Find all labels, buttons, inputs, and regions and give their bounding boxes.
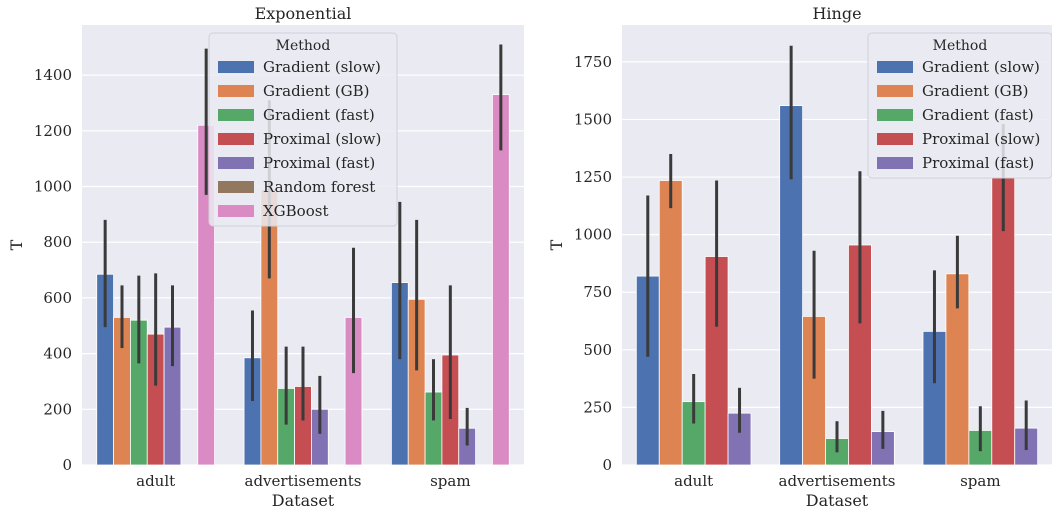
legend-title: Method — [276, 38, 331, 54]
legend-title: Method — [933, 38, 988, 54]
x-tick-label: adult — [674, 472, 713, 490]
legend-label: Gradient (fast) — [263, 106, 375, 124]
x-tick-label: spam — [960, 472, 1000, 490]
legend-swatch — [877, 157, 913, 169]
y-tick-label: 0 — [62, 456, 72, 474]
legend-swatch — [218, 157, 254, 169]
y-tick-label: 1000 — [34, 178, 72, 196]
exponential-panel: 0 200 400 600 800 1000 1200 1400 adult advertisem… — [7, 4, 524, 510]
y-tick-label: 600 — [43, 289, 72, 307]
y-tick-label: 750 — [583, 283, 612, 301]
legend-label: Gradient (slow) — [922, 58, 1040, 76]
legend-label: Proximal (slow) — [263, 130, 381, 148]
legend-label: Random forest — [263, 178, 375, 196]
x-axis-label: Dataset — [806, 491, 869, 510]
legend-box — [208, 32, 398, 227]
y-tick-label: 500 — [583, 341, 612, 359]
legend-label: Proximal (fast) — [263, 154, 375, 172]
legend-label: Gradient (fast) — [922, 106, 1034, 124]
legend: Method Gradient (slow) Gradient (GB) Gradie… — [867, 32, 1052, 179]
x-tick-label: advertisements — [779, 472, 896, 490]
legend-swatch — [218, 109, 254, 121]
y-tick-label: 1250 — [574, 168, 612, 186]
chart-title: Exponential — [255, 4, 352, 23]
legend-swatch — [218, 205, 254, 217]
y-tick-label: 200 — [43, 400, 72, 418]
legend-label: Proximal (fast) — [922, 154, 1034, 172]
chart-title: Hinge — [812, 4, 861, 23]
legend-box — [867, 32, 1052, 179]
y-tick-label: 800 — [43, 233, 72, 251]
y-tick-label: 1000 — [574, 226, 612, 244]
legend-swatch — [877, 109, 913, 121]
y-tick-label: 400 — [43, 345, 72, 363]
y-axis-label: T — [7, 239, 26, 250]
legend-swatch — [218, 181, 254, 193]
legend-swatch — [218, 61, 254, 73]
y-tick-label: 1750 — [574, 53, 612, 71]
y-tick-label: 1500 — [574, 110, 612, 128]
bar — [658, 180, 683, 466]
y-tick-label: 0 — [602, 456, 612, 474]
legend-label: Gradient (GB) — [263, 82, 370, 100]
x-tick-label: adult — [136, 472, 175, 490]
legend-label: Proximal (slow) — [922, 130, 1040, 148]
legend-swatch — [218, 133, 254, 145]
x-tick-label: advertisements — [245, 472, 362, 490]
legend-label: Gradient (GB) — [922, 82, 1029, 100]
legend-label: XGBoost — [263, 202, 328, 220]
y-tick-label: 1200 — [34, 122, 72, 140]
x-tick-label: spam — [430, 472, 470, 490]
y-axis-label: T — [547, 239, 566, 250]
legend-swatch — [877, 85, 913, 97]
x-axis-label: Dataset — [272, 491, 335, 510]
legend-swatch — [218, 85, 254, 97]
y-tick-label: 1400 — [34, 66, 72, 84]
legend-swatch — [877, 133, 913, 145]
legend-label: Gradient (slow) — [263, 58, 381, 76]
legend-swatch — [877, 61, 913, 73]
y-tick-label: 250 — [583, 398, 612, 416]
legend: Method Gradient (slow) Gradient (GB) Gradie… — [208, 32, 398, 227]
hinge-panel: 0 250 500 750 1000 1250 1500 1750 adult advertise… — [547, 4, 1052, 510]
